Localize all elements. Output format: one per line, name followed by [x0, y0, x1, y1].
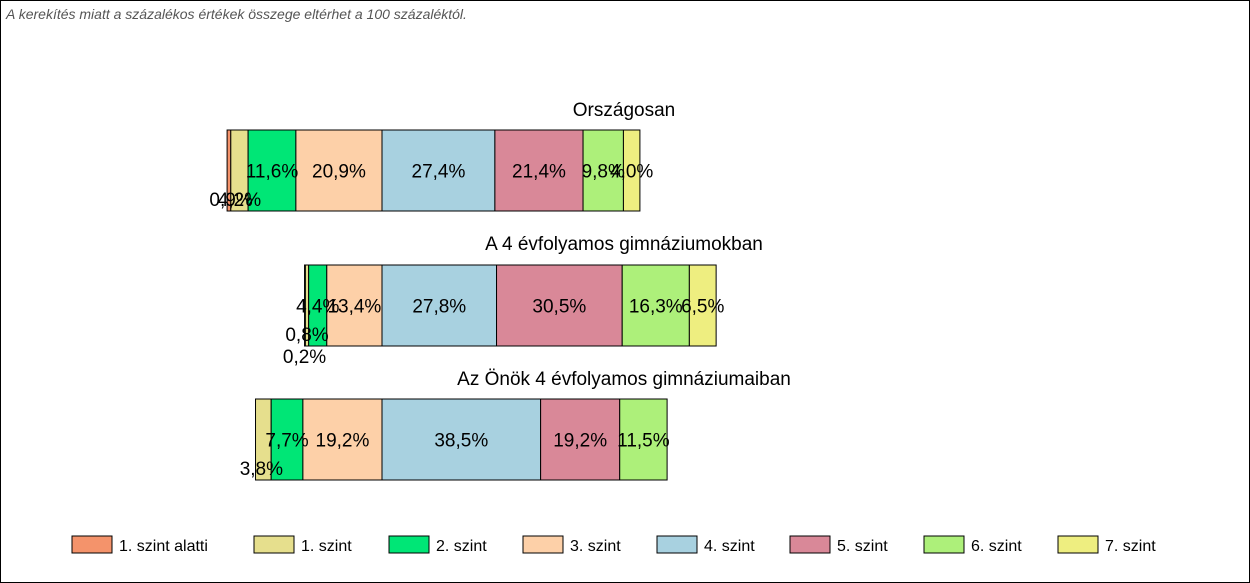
data-label: 30,5% — [532, 297, 586, 318]
bar-segment — [619, 398, 668, 481]
data-label: 4,2% — [218, 190, 261, 211]
legend-label: 1. szint — [301, 538, 352, 555]
legend-swatch — [656, 535, 698, 554]
series-title: Az Önök 4 évfolyamos gimnáziumaiban — [457, 369, 791, 390]
data-label: 7,7% — [265, 431, 308, 452]
bar-segment — [295, 129, 383, 212]
data-label: 16,3% — [629, 297, 683, 318]
series-title: Országosan — [573, 100, 675, 121]
bar-segment — [622, 129, 641, 212]
data-label: 11,5% — [617, 431, 670, 452]
legend-label: 2. szint — [436, 538, 487, 555]
data-label: 21,4% — [512, 162, 566, 183]
series-title: A 4 évfolyamos gimnáziumokban — [485, 234, 763, 255]
data-label: 4,0% — [610, 162, 653, 183]
data-label: 13,4% — [327, 297, 381, 318]
data-label: 0,9% — [209, 190, 252, 211]
bar-segment — [326, 264, 383, 347]
legend-swatch — [388, 535, 430, 554]
data-label: 27,4% — [412, 162, 466, 183]
data-label: 0,2% — [283, 347, 326, 368]
legend-swatch — [522, 535, 564, 554]
data-label: 0,8% — [285, 325, 328, 346]
bar-segment — [621, 264, 690, 347]
legend-swatch — [71, 535, 113, 554]
legend-swatch — [1057, 535, 1099, 554]
legend-label: 3. szint — [570, 538, 621, 555]
legend-label: 7. szint — [1105, 538, 1156, 555]
bar-segment — [270, 398, 304, 481]
bar-segment — [688, 264, 717, 347]
legend-swatch — [253, 535, 295, 554]
bar-segment — [381, 264, 498, 347]
data-label: 27,8% — [412, 297, 466, 318]
data-label: 38,5% — [434, 431, 488, 452]
bar-segment — [494, 129, 584, 212]
data-label: 3,8% — [240, 459, 283, 480]
legend-swatch — [923, 535, 965, 554]
legend-swatch — [789, 535, 831, 554]
legend-label: 4. szint — [704, 538, 755, 555]
bar-segment — [496, 264, 623, 347]
bar-segment — [247, 129, 297, 212]
data-label: 19,2% — [553, 431, 607, 452]
data-label: 6,5% — [681, 297, 724, 318]
bar-segment — [582, 129, 624, 212]
data-label: 19,2% — [316, 431, 370, 452]
legend-label: 1. szint alatti — [119, 538, 208, 555]
data-label: 11,6% — [246, 162, 299, 183]
data-label: 9,8% — [582, 162, 625, 183]
data-label: 20,9% — [312, 162, 366, 183]
legend-label: 5. szint — [837, 538, 888, 555]
bar-segment — [302, 398, 383, 481]
legend-label: 6. szint — [971, 538, 1022, 555]
bar-segment — [540, 398, 621, 481]
rounding-note: A kerekítés miatt a százalékos értékek ö… — [6, 6, 467, 22]
data-label: 4,4% — [296, 297, 339, 318]
